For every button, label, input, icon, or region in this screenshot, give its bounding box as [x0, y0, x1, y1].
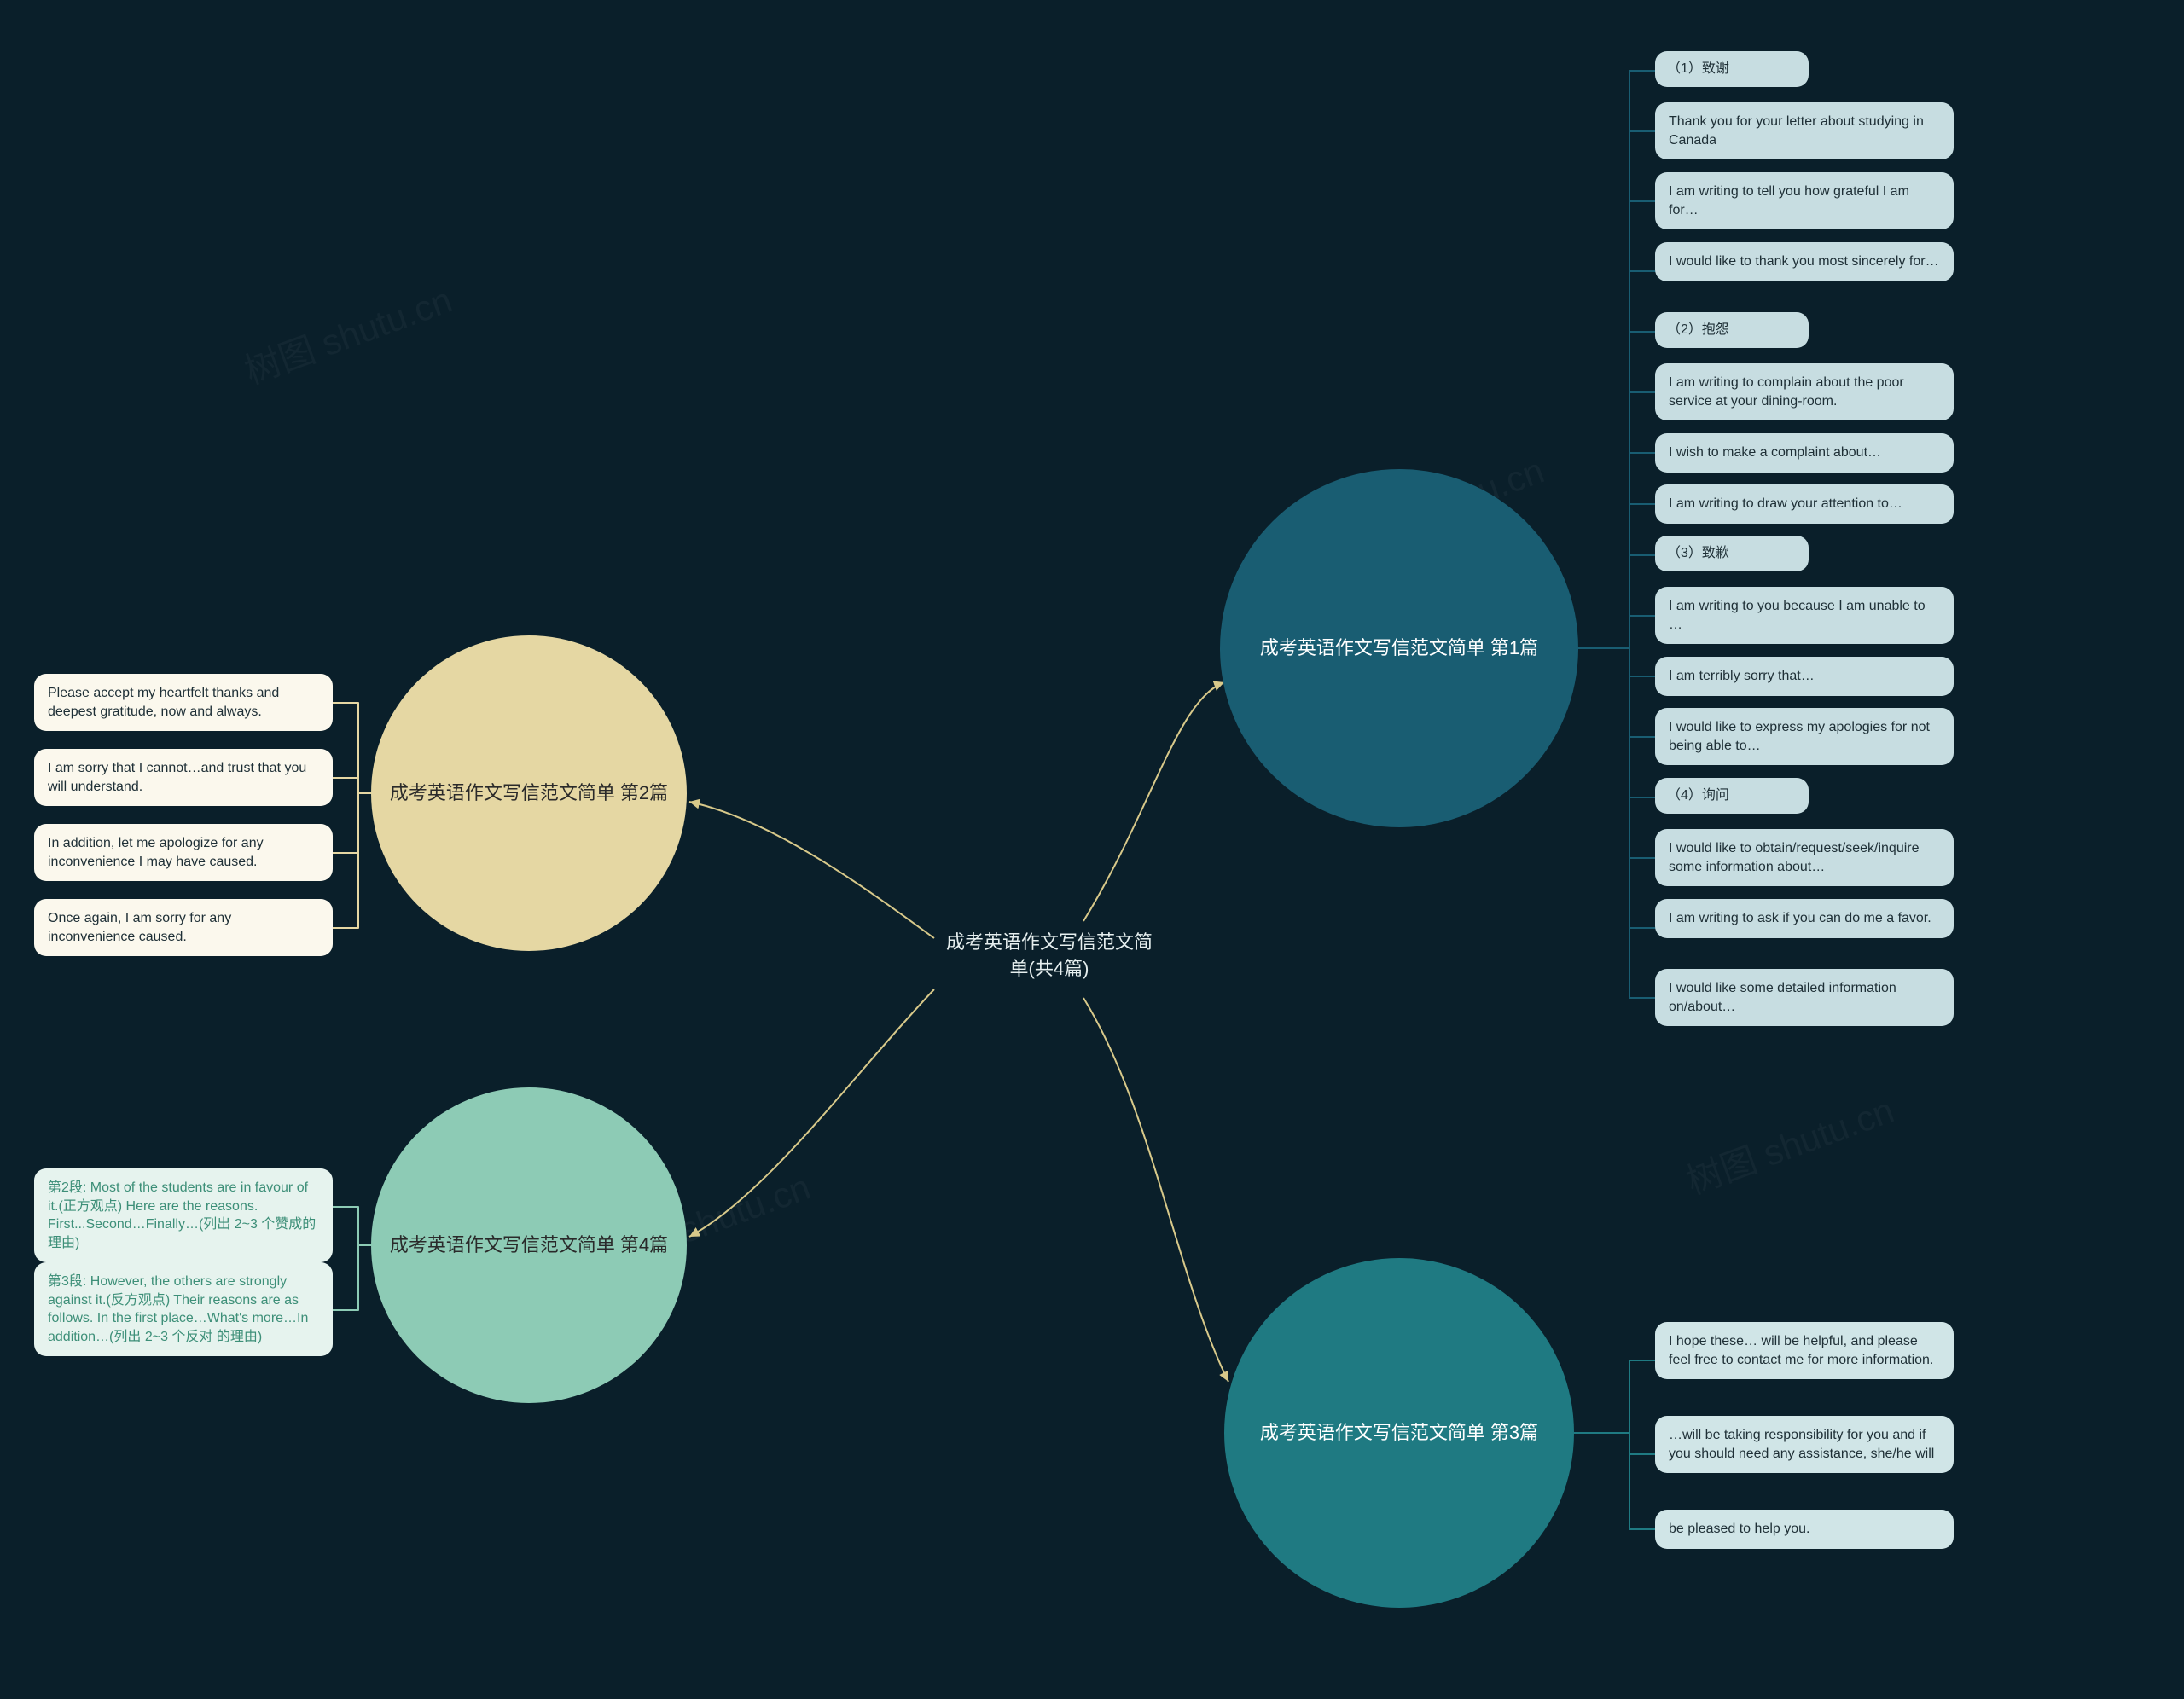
leaf-node[interactable]: 第2段: Most of the students are in favour …: [34, 1168, 333, 1262]
leaf-node[interactable]: （2）抱怨: [1655, 312, 1809, 348]
watermark: 树图 shutu.cn: [236, 271, 458, 394]
leaf-node[interactable]: I am writing to ask if you can do me a f…: [1655, 899, 1954, 938]
leaf-node[interactable]: I am writing to complain about the poor …: [1655, 363, 1954, 420]
leaf-node[interactable]: I am sorry that I cannot…and trust that …: [34, 749, 333, 806]
leaf-node[interactable]: In addition, let me apologize for any in…: [34, 824, 333, 881]
branch-node-b4[interactable]: 成考英语作文写信范文简单 第4篇: [371, 1087, 687, 1403]
leaf-node[interactable]: I am writing to tell you how grateful I …: [1655, 172, 1954, 229]
branch-node-b3[interactable]: 成考英语作文写信范文简单 第3篇: [1224, 1258, 1574, 1608]
leaf-node[interactable]: Once again, I am sorry for any inconveni…: [34, 899, 333, 956]
mindmap-canvas: 树图 shutu.cn 树图 shutu.cn 树图 shutu.cn 树图 s…: [0, 0, 2184, 1699]
leaf-node[interactable]: I would like to express my apologies for…: [1655, 708, 1954, 765]
leaf-node[interactable]: （4）询问: [1655, 778, 1809, 814]
branch-node-b2[interactable]: 成考英语作文写信范文简单 第2篇: [371, 635, 687, 951]
root-topic[interactable]: 成考英语作文写信范文简单(共4篇): [938, 930, 1160, 983]
leaf-node[interactable]: （3）致歉: [1655, 536, 1809, 571]
leaf-node[interactable]: （1）致谢: [1655, 51, 1809, 87]
leaf-node[interactable]: I would like some detailed information o…: [1655, 969, 1954, 1026]
leaf-node[interactable]: I would like to thank you most sincerely…: [1655, 242, 1954, 281]
leaf-node[interactable]: …will be taking responsibility for you a…: [1655, 1416, 1954, 1473]
leaf-node[interactable]: Thank you for your letter about studying…: [1655, 102, 1954, 159]
leaf-node[interactable]: I would like to obtain/request/seek/inqu…: [1655, 829, 1954, 886]
leaf-node[interactable]: Please accept my heartfelt thanks and de…: [34, 674, 333, 731]
leaf-node[interactable]: I am writing to draw your attention to…: [1655, 484, 1954, 524]
leaf-node[interactable]: I wish to make a complaint about…: [1655, 433, 1954, 473]
branch-node-b1[interactable]: 成考英语作文写信范文简单 第1篇: [1220, 469, 1578, 827]
leaf-node[interactable]: I am writing to you because I am unable …: [1655, 587, 1954, 644]
leaf-node[interactable]: I hope these… will be helpful, and pleas…: [1655, 1322, 1954, 1379]
leaf-node[interactable]: 第3段: However, the others are strongly ag…: [34, 1262, 333, 1356]
leaf-node[interactable]: be pleased to help you.: [1655, 1510, 1954, 1549]
leaf-node[interactable]: I am terribly sorry that…: [1655, 657, 1954, 696]
watermark: 树图 shutu.cn: [1678, 1081, 1900, 1204]
